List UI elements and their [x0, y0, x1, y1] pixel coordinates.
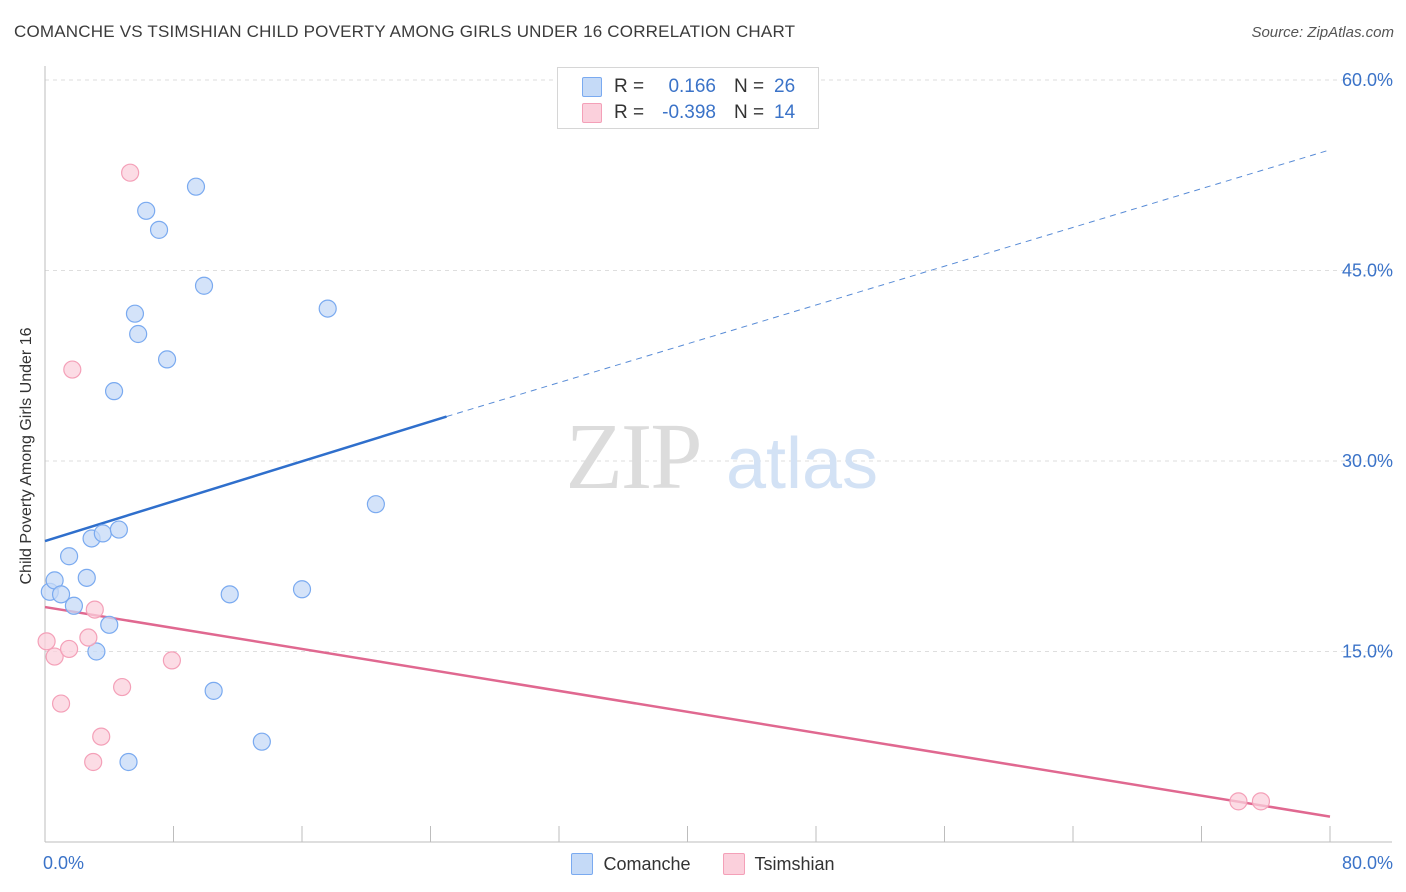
r-label: R = [614, 102, 645, 123]
comanche-point [252, 732, 271, 751]
x-tick-label: 0.0% [43, 853, 84, 873]
legend-row-tsimshian: R = -0.398 N = 14 [582, 101, 795, 125]
legend-label-tsimshian: Tsimshian [754, 853, 835, 874]
watermark-atlas: atlas [726, 424, 878, 504]
stats-legend: R = 0.166 N = 26 R = -0.398 N = 14 [557, 67, 819, 129]
grid-lines [45, 79, 1392, 652]
chart-title: COMANCHE VS TSIMSHIAN CHILD POVERTY AMON… [14, 22, 796, 41]
comanche-swatch [582, 77, 602, 97]
watermark-zip: ZIP [566, 405, 701, 509]
comanche-point [64, 596, 84, 615]
legend-label-comanche: Comanche [603, 853, 691, 874]
tsimshian-point [45, 647, 64, 666]
tsimshian-point [121, 163, 140, 182]
r-value: 0.166 [668, 76, 716, 97]
comanche-point [194, 276, 214, 295]
comanche-point [292, 580, 312, 599]
comanche-point [149, 220, 169, 239]
legend-item-comanche: Comanche [571, 853, 691, 875]
tick-labels: 15.0% 30.0% 45.0% 60.0% 0.0% 80.0% [43, 70, 1393, 873]
tsimshian-swatch [582, 103, 602, 123]
comanche-point [186, 177, 206, 196]
comanche-swatch [571, 853, 594, 875]
comanche-point [51, 585, 71, 604]
y-tick-label: 30.0% [1342, 451, 1393, 471]
tsimshian-point [37, 632, 56, 651]
tsimshian-point [112, 677, 132, 697]
comanche-point [125, 304, 145, 323]
comanche-point [318, 299, 337, 318]
y-tick-label: 60.0% [1342, 70, 1393, 90]
r-value: -0.398 [662, 102, 716, 123]
comanche-point [137, 201, 156, 220]
n-value: 14 [774, 102, 796, 123]
tsimshian-point [84, 752, 103, 772]
legend-item-tsimshian: Tsimshian [722, 853, 835, 875]
comanche-point [104, 382, 124, 401]
tsimshian-point [63, 360, 82, 379]
comanche-trend-line [44, 415, 447, 543]
series-legend: Comanche Tsimshian [0, 852, 1406, 876]
tsimshian-point [59, 639, 79, 659]
n-label: N = [734, 76, 765, 97]
n-value: 26 [774, 76, 796, 97]
source-label: Source: ZipAtlas.com [1251, 24, 1394, 41]
y-tick-label: 45.0% [1342, 261, 1393, 281]
tsimshian-point [92, 727, 111, 746]
comanche-point [157, 350, 177, 369]
comanche-point [77, 568, 96, 587]
tsimshian-point [51, 694, 71, 713]
comanche-point [366, 495, 385, 514]
watermark: ZIP atlas [566, 405, 879, 509]
comanche-point [59, 547, 79, 566]
comanche-point [87, 642, 106, 661]
tsimshian-point [79, 628, 98, 647]
trend-lines [44, 149, 1331, 818]
tsimshian-point [1251, 792, 1271, 811]
tsimshian-point [162, 651, 181, 670]
tsimshian-swatch [722, 853, 745, 875]
y-tick-label: 15.0% [1342, 642, 1393, 662]
comanche-trend-extension [446, 149, 1331, 418]
comanche-point [100, 615, 119, 634]
comanche-point [109, 520, 128, 539]
axes [44, 66, 1392, 843]
comanche-point [204, 681, 223, 700]
n-label: N = [734, 102, 765, 123]
comanche-point [93, 524, 112, 543]
data-points [37, 163, 1271, 811]
tsimshian-point [85, 600, 104, 619]
r-label: R = [614, 76, 645, 97]
tsimshian-point [1229, 792, 1248, 811]
comanche-point [129, 324, 148, 344]
comanche-point [119, 752, 138, 772]
tsimshian-trend-line [44, 605, 1331, 818]
comanche-point [220, 585, 239, 604]
x-tick-label: 80.0% [1342, 853, 1393, 873]
legend-row-comanche: R = 0.166 N = 26 [582, 75, 795, 99]
